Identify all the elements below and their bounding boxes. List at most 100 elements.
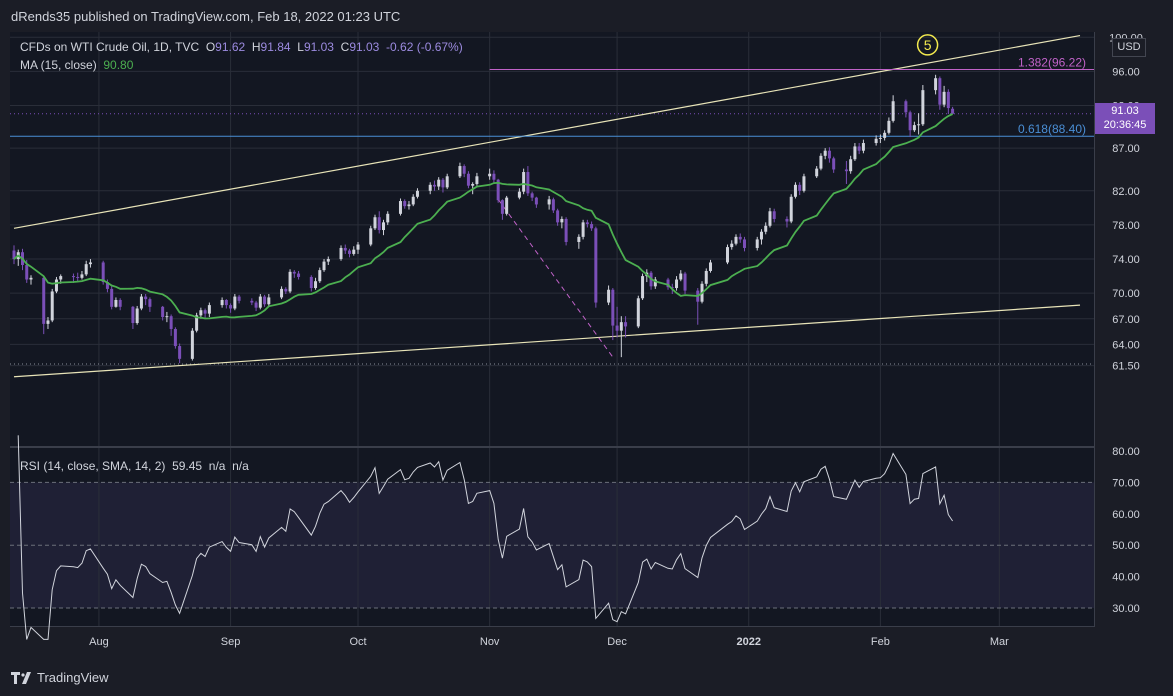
candle-body (560, 218, 564, 223)
candle-body (653, 279, 657, 287)
candle (220, 297, 224, 308)
candle-body (505, 197, 509, 214)
candle-body (377, 217, 381, 231)
candle (339, 245, 343, 261)
candle (475, 172, 479, 186)
candle-body (887, 120, 891, 133)
candle-body (343, 247, 347, 251)
candle-body (237, 296, 241, 301)
candle-body (798, 184, 802, 191)
candle-body (679, 273, 683, 280)
low-label: L (297, 40, 304, 54)
rsi-value: 59.45 (172, 459, 203, 473)
rsi-na-1: n/a (208, 459, 226, 473)
candle (534, 196, 538, 208)
candle (12, 245, 16, 265)
candle-body (292, 271, 296, 274)
candle-body (857, 146, 861, 151)
candle-body (564, 218, 568, 242)
candle (823, 148, 827, 160)
candle-body (59, 276, 63, 280)
time-tick-label: Feb (871, 636, 890, 648)
candle-body (526, 172, 530, 194)
candle-body (178, 346, 182, 359)
candle (951, 106, 955, 114)
candle (131, 305, 135, 329)
candle (492, 170, 496, 184)
candle (288, 269, 292, 294)
candle (84, 260, 88, 277)
candle (190, 328, 194, 361)
candle-body (942, 91, 946, 105)
candle-body (832, 158, 836, 170)
candle (118, 298, 122, 311)
candle (229, 303, 233, 313)
candle (314, 277, 318, 290)
candle-body (118, 299, 122, 307)
candle-body (734, 236, 738, 244)
candle (411, 194, 415, 207)
candle-body (445, 176, 449, 188)
candle-body (951, 108, 955, 114)
last-price-tag: 91.03 20:36:45 (1095, 103, 1155, 134)
candle-body (161, 306, 165, 318)
candle (522, 168, 526, 195)
candle-body (369, 228, 373, 245)
candle-body (844, 169, 848, 172)
candle (636, 295, 640, 329)
candle-body (169, 316, 173, 329)
candle-body (730, 243, 734, 248)
candle (505, 195, 509, 216)
candle-body (764, 225, 768, 232)
candle-body (793, 184, 797, 197)
candle-body (624, 322, 628, 327)
low-value: 91.03 (303, 40, 334, 54)
rsi-na-2: n/a (232, 459, 249, 473)
candle (772, 208, 776, 223)
rsi-tick-label: 70.00 (1112, 477, 1140, 489)
candle (556, 208, 560, 226)
candle (407, 201, 411, 210)
candle (815, 166, 819, 179)
price-tick-label: 70.00 (1112, 288, 1140, 300)
candle-body (411, 196, 415, 205)
symbol-legend: CFDs on WTI Crude Oil, 1D, TVC O91.62 H9… (20, 40, 463, 54)
candle-body (76, 276, 80, 278)
rsi-legend: RSI (14, close, SMA, 14, 2) 59.45 n/a n/… (20, 459, 249, 473)
candle-body (250, 300, 254, 303)
candle (348, 248, 352, 258)
candle-body (500, 200, 504, 214)
candle (54, 276, 58, 294)
candle-body (607, 289, 611, 303)
candle (742, 236, 746, 252)
open-value: 91.62 (215, 40, 246, 54)
candle-body (105, 282, 109, 289)
candle (832, 156, 836, 173)
candle (874, 135, 878, 146)
candle (280, 286, 284, 300)
candle-body (946, 91, 950, 109)
bar-countdown: 20:36:45 (1103, 119, 1147, 131)
candle-body (883, 132, 887, 138)
candle (887, 117, 891, 135)
candle (594, 226, 598, 308)
candle-body (114, 299, 118, 307)
candle (934, 74, 938, 95)
candle-body (229, 305, 233, 309)
fib-1382-label: 1.382(96.22) (1018, 56, 1086, 70)
candle-body (88, 262, 92, 265)
currency-button[interactable]: USD (1112, 38, 1146, 57)
candle (161, 305, 165, 321)
candle-body (577, 236, 581, 242)
time-tick-label: Oct (349, 636, 366, 648)
candle (878, 134, 882, 144)
tradingview-logo[interactable]: TradingView (11, 670, 109, 685)
candle-body (432, 184, 436, 187)
candle (466, 171, 470, 189)
price-tick-label: 82.00 (1112, 186, 1140, 198)
candle (768, 207, 772, 228)
candle (369, 225, 373, 247)
candle-body (29, 277, 33, 280)
candle (165, 311, 169, 323)
